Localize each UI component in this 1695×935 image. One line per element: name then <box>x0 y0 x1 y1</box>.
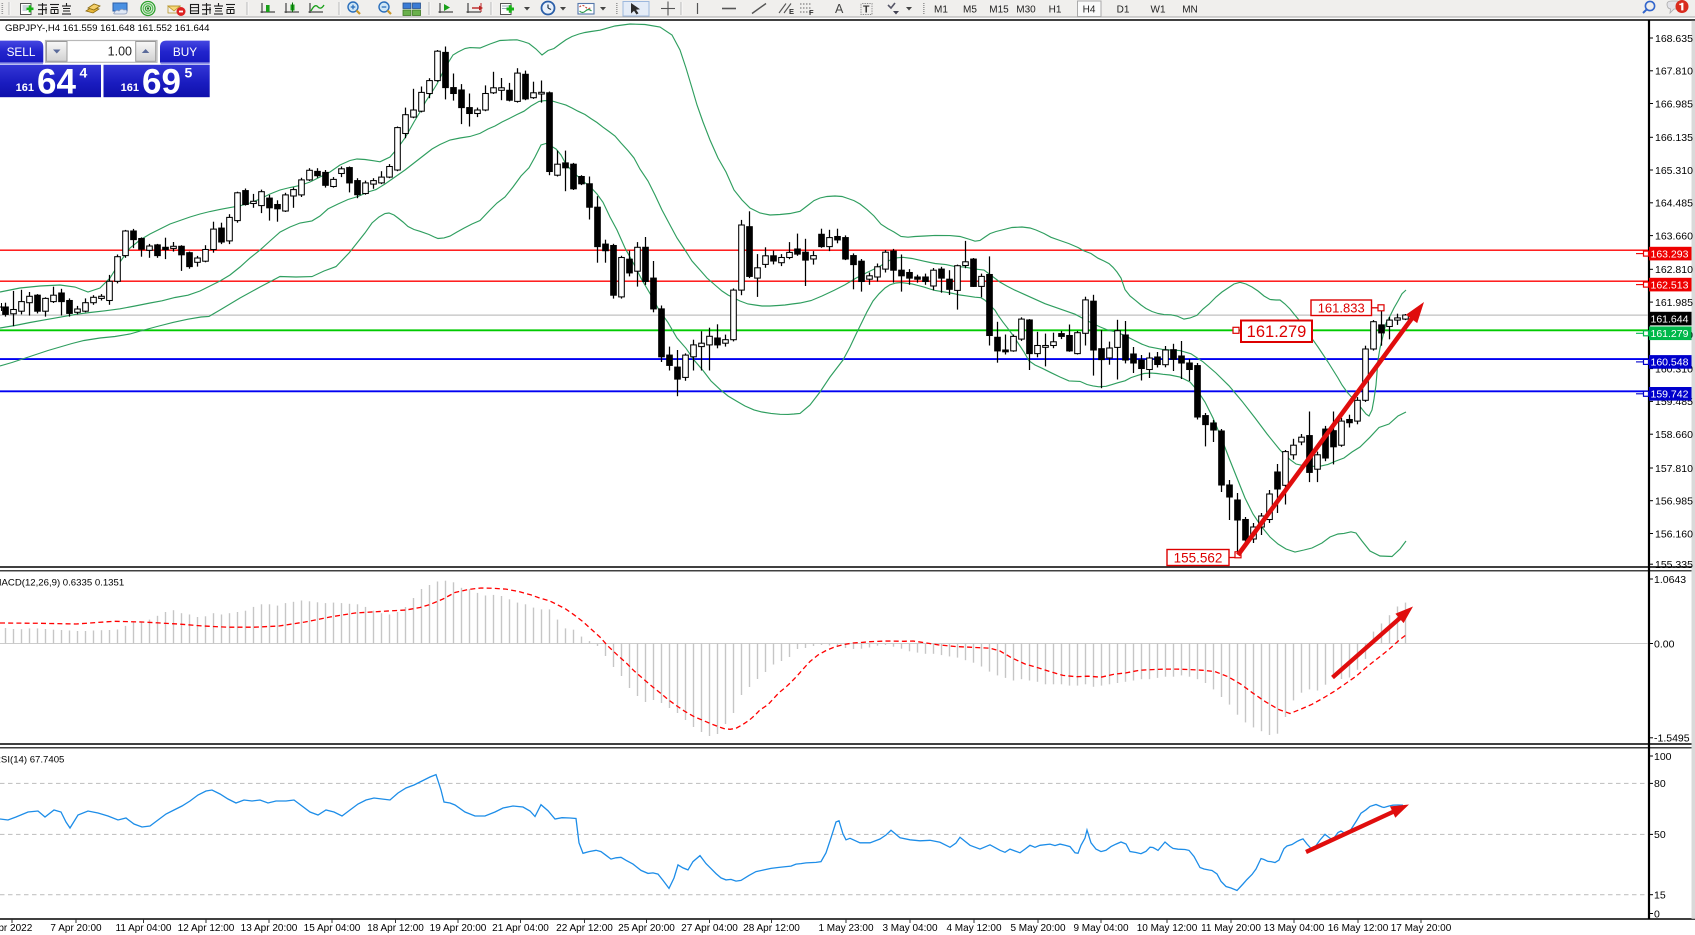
svg-text:F: F <box>809 8 814 17</box>
svg-text:22 Apr 12:00: 22 Apr 12:00 <box>556 923 613 934</box>
svg-text:168.635: 168.635 <box>1655 33 1693 45</box>
svg-text:19 Apr 20:00: 19 Apr 20:00 <box>430 923 487 934</box>
svg-text:15: 15 <box>1654 890 1666 902</box>
svg-text:11 May 20:00: 11 May 20:00 <box>1201 923 1261 934</box>
svg-text:163.293: 163.293 <box>1651 248 1689 260</box>
svg-text:H4: H4 <box>1083 4 1096 15</box>
svg-text:M1: M1 <box>934 4 948 15</box>
svg-text:5: 5 <box>185 65 193 81</box>
svg-text:17 May 20:00: 17 May 20:00 <box>1391 923 1452 934</box>
svg-text:0: 0 <box>1654 908 1660 920</box>
svg-text:9 May 04:00: 9 May 04:00 <box>1073 923 1128 934</box>
svg-text:M5: M5 <box>963 4 977 15</box>
svg-text:SELL: SELL <box>7 45 36 59</box>
svg-text:165.310: 165.310 <box>1655 165 1693 177</box>
svg-text:161.644: 161.644 <box>1651 313 1689 325</box>
svg-text:159.742: 159.742 <box>1651 389 1689 401</box>
svg-text:166.985: 166.985 <box>1655 98 1693 110</box>
svg-text:156.985: 156.985 <box>1655 496 1693 508</box>
svg-text:157.810: 157.810 <box>1655 463 1693 475</box>
svg-text:T: T <box>863 4 870 16</box>
svg-text:164.485: 164.485 <box>1655 198 1693 210</box>
svg-text:13 May 04:00: 13 May 04:00 <box>1264 923 1325 934</box>
svg-text:M30: M30 <box>1016 4 1036 15</box>
svg-text:1.0643: 1.0643 <box>1654 574 1686 586</box>
svg-text:D1: D1 <box>1117 4 1130 15</box>
svg-text:16 May 12:00: 16 May 12:00 <box>1328 923 1389 934</box>
svg-text:161.985: 161.985 <box>1655 297 1693 309</box>
svg-text:25 Apr 20:00: 25 Apr 20:00 <box>618 923 675 934</box>
svg-text:W1: W1 <box>1151 4 1166 15</box>
svg-text:RSI(14) 67.7405: RSI(14) 67.7405 <box>0 755 64 766</box>
svg-text:11 Apr 04:00: 11 Apr 04:00 <box>116 923 172 934</box>
svg-text:MN: MN <box>1182 4 1198 15</box>
svg-text:160.548: 160.548 <box>1651 357 1689 369</box>
svg-text:E: E <box>789 7 794 16</box>
svg-text:A: A <box>835 2 844 16</box>
svg-text:21 Apr 04:00: 21 Apr 04:00 <box>492 923 549 934</box>
svg-text:18 Apr 12:00: 18 Apr 12:00 <box>367 923 424 934</box>
svg-text:H1: H1 <box>1049 4 1062 15</box>
svg-text:1 May 23:00: 1 May 23:00 <box>818 923 873 934</box>
svg-text:BUY: BUY <box>173 45 197 59</box>
svg-text:162.513: 162.513 <box>1651 279 1689 291</box>
svg-text:80: 80 <box>1654 778 1666 790</box>
svg-text:155.335: 155.335 <box>1655 559 1693 571</box>
svg-text:12 Apr 12:00: 12 Apr 12:00 <box>178 923 235 934</box>
svg-text:69: 69 <box>142 63 181 102</box>
svg-text:50: 50 <box>1654 829 1666 841</box>
svg-text:Apr 2022: Apr 2022 <box>0 923 33 934</box>
svg-text:1.00: 1.00 <box>108 45 132 59</box>
svg-text:64: 64 <box>37 63 76 102</box>
svg-text:28 Apr 12:00: 28 Apr 12:00 <box>743 923 800 934</box>
svg-text:M15: M15 <box>989 4 1009 15</box>
svg-text:156.160: 156.160 <box>1655 528 1693 540</box>
svg-text:161: 161 <box>16 82 34 94</box>
svg-text:-1.5495: -1.5495 <box>1654 733 1690 745</box>
svg-text:MACD(12,26,9) 0.6335 0.1351: MACD(12,26,9) 0.6335 0.1351 <box>0 578 124 589</box>
svg-text:161.279: 161.279 <box>1651 328 1689 340</box>
svg-text:166.135: 166.135 <box>1655 132 1693 144</box>
svg-text:27 Apr 04:00: 27 Apr 04:00 <box>681 923 738 934</box>
svg-text:10 May 12:00: 10 May 12:00 <box>1137 923 1198 934</box>
svg-text:GBPJPY-,H4 161.559 161.648 16: GBPJPY-,H4 161.559 161.648 161.552 161.6… <box>5 23 210 34</box>
svg-text:13 Apr 20:00: 13 Apr 20:00 <box>241 923 298 934</box>
svg-text:100: 100 <box>1654 751 1672 763</box>
svg-text:4 May 12:00: 4 May 12:00 <box>946 923 1001 934</box>
svg-text:161: 161 <box>121 82 139 94</box>
svg-text:161.279: 161.279 <box>1247 323 1307 341</box>
svg-text:162.810: 162.810 <box>1655 264 1693 276</box>
svg-text:7 Apr 20:00: 7 Apr 20:00 <box>50 923 102 934</box>
svg-text:155.562: 155.562 <box>1174 550 1223 565</box>
svg-text:15 Apr 04:00: 15 Apr 04:00 <box>304 923 361 934</box>
svg-text:161.833: 161.833 <box>1318 300 1365 315</box>
svg-text:4: 4 <box>80 65 88 81</box>
svg-text:163.660: 163.660 <box>1655 230 1693 242</box>
svg-text:5 May 20:00: 5 May 20:00 <box>1010 923 1065 934</box>
svg-text:0.00: 0.00 <box>1654 638 1675 650</box>
svg-text:158.660: 158.660 <box>1655 429 1693 441</box>
svg-text:167.810: 167.810 <box>1655 66 1693 78</box>
svg-text:3 May 04:00: 3 May 04:00 <box>882 923 937 934</box>
